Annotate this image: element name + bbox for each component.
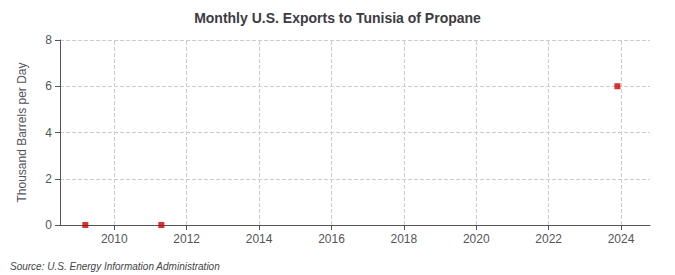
svg-text:0: 0	[45, 218, 52, 232]
svg-text:2024: 2024	[608, 232, 635, 246]
svg-text:2014: 2014	[246, 232, 273, 246]
svg-text:2016: 2016	[318, 232, 345, 246]
svg-text:Monthly U.S. Exports to Tunisi: Monthly U.S. Exports to Tunisia of Propa…	[194, 10, 481, 26]
svg-text:Source: U.S. Energy Informatio: Source: U.S. Energy Information Administ…	[10, 261, 220, 272]
svg-text:4: 4	[45, 126, 52, 140]
svg-text:2012: 2012	[173, 232, 200, 246]
svg-text:Thousand Barrels per Day: Thousand Barrels per Day	[15, 62, 29, 202]
svg-text:2020: 2020	[463, 232, 490, 246]
svg-text:2010: 2010	[101, 232, 128, 246]
svg-text:2018: 2018	[391, 232, 418, 246]
svg-text:2022: 2022	[535, 232, 562, 246]
svg-text:8: 8	[45, 33, 52, 47]
svg-text:2: 2	[45, 172, 52, 186]
svg-text:6: 6	[45, 79, 52, 93]
